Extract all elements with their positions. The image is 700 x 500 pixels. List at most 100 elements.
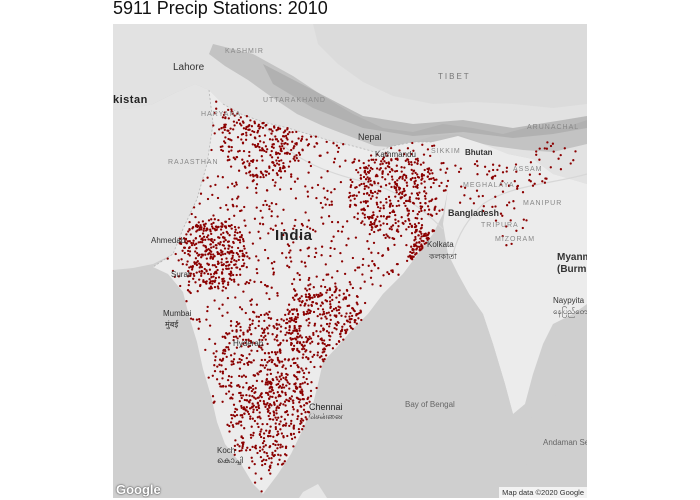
station-point xyxy=(298,299,301,303)
station-point xyxy=(196,229,199,232)
station-point xyxy=(237,226,240,229)
station-point xyxy=(302,375,305,379)
station-point xyxy=(288,317,292,320)
station-point xyxy=(236,253,240,256)
map-panel[interactable]: Lahore kistan TIBET KASHMIR UTTARAKHAND … xyxy=(113,24,587,498)
station-point xyxy=(370,158,373,161)
station-point xyxy=(298,273,301,277)
station-point xyxy=(216,285,220,288)
station-point xyxy=(378,228,382,231)
station-point xyxy=(268,324,271,327)
station-point xyxy=(384,236,387,240)
station-point xyxy=(292,319,296,322)
station-point xyxy=(248,326,251,329)
station-point xyxy=(283,135,286,138)
station-point xyxy=(261,338,264,342)
station-point xyxy=(278,159,281,163)
station-point xyxy=(320,301,324,304)
station-point xyxy=(296,347,299,351)
station-point xyxy=(235,413,239,417)
station-point xyxy=(482,205,485,208)
station-point xyxy=(276,327,279,330)
station-point xyxy=(341,325,344,328)
station-point xyxy=(284,393,287,396)
station-point xyxy=(277,359,280,362)
station-point xyxy=(237,238,240,242)
station-point xyxy=(421,246,424,250)
station-point xyxy=(230,266,233,270)
station-point xyxy=(224,252,227,256)
station-point xyxy=(263,366,266,369)
station-point xyxy=(233,214,236,217)
station-point xyxy=(292,147,295,150)
station-point xyxy=(373,182,376,185)
station-point xyxy=(305,401,308,405)
station-point xyxy=(318,313,322,316)
station-point xyxy=(198,262,201,265)
station-point xyxy=(412,170,415,173)
station-point xyxy=(345,244,348,247)
station-point xyxy=(280,432,284,435)
station-point xyxy=(187,283,190,287)
station-point xyxy=(259,364,262,367)
station-point xyxy=(242,149,246,153)
station-point xyxy=(426,148,430,151)
station-point xyxy=(432,144,436,147)
station-point xyxy=(375,201,378,204)
station-point xyxy=(433,208,436,211)
station-point xyxy=(501,214,504,217)
station-point xyxy=(535,150,538,153)
station-point xyxy=(228,384,231,387)
station-point xyxy=(305,138,308,141)
station-point xyxy=(308,294,312,297)
station-point xyxy=(371,222,374,226)
station-point xyxy=(226,159,229,162)
station-point xyxy=(234,228,237,231)
station-point xyxy=(272,435,275,438)
station-point xyxy=(342,143,345,146)
station-point xyxy=(185,233,188,236)
station-point xyxy=(268,406,271,409)
station-point xyxy=(203,280,207,284)
station-point xyxy=(336,221,340,224)
station-point xyxy=(313,322,317,325)
station-point xyxy=(349,199,352,202)
station-point xyxy=(416,183,419,187)
station-point xyxy=(285,256,288,259)
label-mumbai-local: मुंबई xyxy=(165,320,179,329)
station-point xyxy=(342,298,345,301)
station-point xyxy=(505,204,509,207)
station-point xyxy=(238,255,241,258)
station-point xyxy=(238,385,241,388)
station-point xyxy=(260,155,263,158)
station-point xyxy=(440,162,443,165)
station-point xyxy=(366,215,370,219)
label-meghalaya: MEGHALAYA xyxy=(463,182,515,189)
station-point xyxy=(333,326,336,330)
station-point xyxy=(372,241,376,245)
station-point xyxy=(229,250,232,253)
station-point xyxy=(243,219,246,222)
station-point xyxy=(268,412,272,415)
himalaya-ridges xyxy=(263,64,587,138)
station-point xyxy=(241,338,245,341)
station-point xyxy=(397,199,400,203)
station-point xyxy=(394,170,397,173)
station-point xyxy=(529,161,533,164)
station-point xyxy=(417,234,420,237)
station-point xyxy=(374,218,378,221)
station-point xyxy=(366,170,370,174)
station-point xyxy=(177,275,181,278)
station-point xyxy=(293,329,297,332)
station-point xyxy=(305,299,308,302)
station-point xyxy=(322,339,326,342)
station-point xyxy=(369,166,373,170)
station-point xyxy=(335,315,338,318)
station-point xyxy=(281,445,284,448)
station-point xyxy=(304,185,307,188)
station-point xyxy=(221,400,224,403)
station-point xyxy=(199,224,202,227)
station-point xyxy=(214,279,217,282)
station-point xyxy=(501,234,504,238)
station-point xyxy=(494,174,497,178)
